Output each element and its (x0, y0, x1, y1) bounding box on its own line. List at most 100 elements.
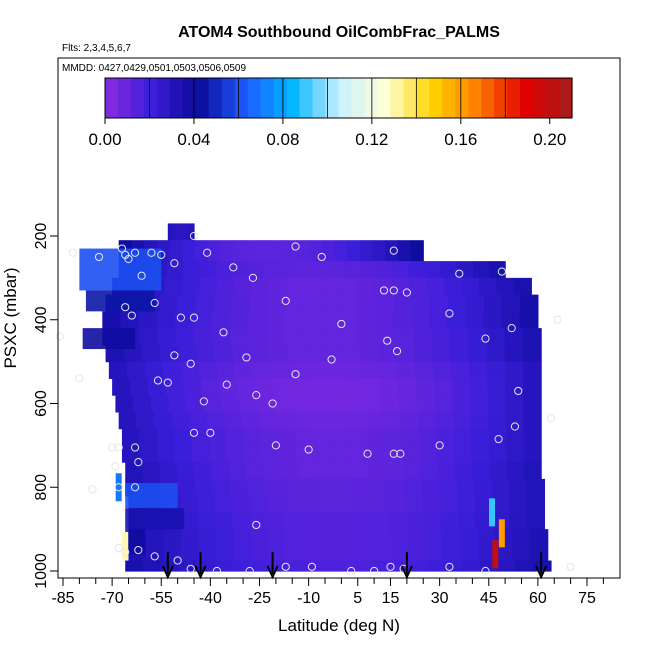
colorbar-segment (520, 78, 534, 118)
heatmap-cell (279, 261, 297, 279)
colorbar-segment (416, 78, 430, 118)
y-tick-label: 800 (33, 474, 50, 501)
heatmap-cell (475, 495, 494, 513)
heatmap-cell (461, 277, 480, 296)
heatmap-cell (180, 223, 183, 241)
heatmap-cell (174, 428, 193, 446)
sample-point (252, 391, 261, 400)
heatmap-cell (350, 462, 369, 480)
heatmap-cell (383, 428, 403, 446)
heatmap-cell (478, 277, 497, 296)
heatmap-cell (174, 445, 193, 463)
heatmap-cell (261, 445, 280, 463)
x-tick-label: -70 (101, 590, 124, 607)
heatmap-cell (286, 277, 305, 296)
heatmap-cell (296, 240, 310, 262)
heatmap-cell (174, 223, 177, 241)
colorbar-segment (169, 78, 184, 118)
heatmap-cell (177, 462, 196, 480)
heatmap-cell (284, 560, 304, 572)
heatmap-cell (199, 261, 216, 279)
colorbar-tick-label: 0.08 (266, 130, 299, 149)
heatmap-cell (506, 462, 525, 480)
heatmap-cell (290, 378, 310, 396)
heatmap-cell (82, 328, 136, 350)
heatmap-cell (425, 545, 444, 562)
heatmap-cell (359, 344, 379, 363)
heatmap-cell (462, 560, 481, 572)
heatmap-cell (321, 240, 336, 262)
heatmap-cell (451, 378, 471, 396)
heatmap-cell (191, 223, 194, 241)
heatmap-cell (349, 445, 368, 463)
heatmap-cell (183, 261, 200, 279)
heatmap-cell (336, 495, 355, 513)
heatmap-cell (220, 240, 234, 262)
heatmap-cell (372, 240, 386, 262)
heatmap-cell (457, 495, 476, 513)
heatmap-cell (279, 428, 298, 446)
heatmap-cell (509, 495, 528, 513)
heatmap-cell (526, 478, 546, 497)
heatmap-cell (360, 261, 377, 279)
sample-point (55, 332, 64, 341)
heatmap-cell (177, 478, 196, 497)
heatmap-cell (392, 311, 412, 329)
heatmap-cell (145, 529, 165, 547)
heatmap-cell (533, 560, 552, 572)
heatmap-cell (187, 223, 190, 241)
heatmap-cell (442, 545, 461, 562)
heatmap-cell (344, 378, 363, 396)
sample-point (94, 252, 104, 262)
heatmap-cell (402, 462, 421, 480)
heatmap-cell (213, 560, 233, 572)
heatmap-cell (506, 428, 525, 446)
heatmap-cell (401, 445, 420, 463)
heatmap-cell (352, 478, 371, 497)
heatmap-cell (393, 294, 413, 312)
heatmap-cell (340, 328, 359, 346)
heatmap-cells (79, 223, 552, 572)
heatmap-cell (180, 512, 199, 530)
heatmap-cell (268, 529, 287, 547)
heatmap-cell (431, 328, 451, 346)
y-tick-label: 200 (33, 223, 50, 250)
heatmap-cell (410, 311, 430, 329)
heatmap-cell (139, 445, 158, 463)
heatmap-cell (385, 240, 399, 262)
heatmap-cell (193, 328, 213, 346)
colorbar-segment (442, 78, 456, 118)
heatmap-cell (399, 395, 418, 413)
heatmap-cell (338, 560, 357, 572)
heatmap-cell (172, 223, 174, 241)
heatmap-cell (416, 395, 436, 413)
heatmap-cell (185, 223, 187, 241)
heatmap-cell (144, 361, 164, 379)
heatmap-cell (268, 344, 288, 363)
plot-frame (57, 57, 621, 579)
heatmap-cell (287, 344, 306, 363)
heatmap-cell (423, 495, 442, 513)
heatmap-cell (465, 294, 485, 312)
heatmap-cell (215, 495, 234, 513)
heatmap-cell (180, 361, 200, 379)
heatmap-cell (214, 344, 234, 363)
sample-point (396, 449, 405, 458)
heatmap-cell (194, 240, 209, 262)
heatmap-cell (102, 311, 122, 329)
heatmap-cell (247, 311, 267, 329)
heatmap-cell (244, 428, 263, 446)
heatmap-cell (231, 560, 251, 572)
sample-point (445, 309, 454, 318)
heatmap-cell (418, 428, 437, 446)
heatmap-cell (169, 223, 172, 241)
heatmap-cell (216, 361, 236, 379)
heatmap-cell (344, 261, 361, 279)
heatmap-cell (248, 328, 268, 346)
colorbar-segment (494, 78, 508, 118)
heatmap-cell (191, 428, 210, 446)
heatmap-cell (196, 344, 216, 363)
heatmap-cell (320, 545, 339, 562)
heatmap-cell (457, 512, 476, 530)
